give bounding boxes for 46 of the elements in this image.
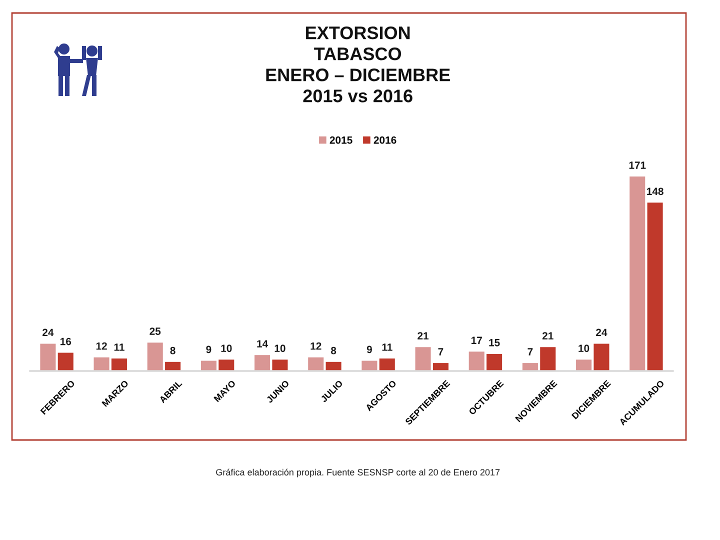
legend-label: 2015 bbox=[330, 136, 352, 144]
bar bbox=[576, 360, 592, 371]
data-label: 10 bbox=[578, 344, 590, 352]
bar bbox=[40, 344, 56, 371]
data-label: 8 bbox=[170, 346, 176, 354]
bar bbox=[147, 342, 163, 371]
data-label: 8 bbox=[330, 346, 336, 354]
data-label: 24 bbox=[42, 328, 54, 336]
data-label: 7 bbox=[438, 348, 444, 356]
data-label: 148 bbox=[647, 188, 664, 196]
data-label: 14 bbox=[257, 340, 268, 348]
data-label: 11 bbox=[114, 344, 124, 351]
data-label: 21 bbox=[418, 332, 429, 340]
legend-label: 2016 bbox=[374, 136, 396, 144]
data-label: 17 bbox=[471, 336, 482, 344]
data-label: 11 bbox=[382, 344, 392, 351]
bar bbox=[94, 357, 110, 371]
bar bbox=[647, 202, 663, 371]
data-label: 10 bbox=[274, 344, 286, 352]
bar bbox=[594, 344, 610, 371]
bar bbox=[630, 176, 646, 371]
data-label: 15 bbox=[489, 339, 500, 346]
data-label: 12 bbox=[310, 342, 322, 350]
data-label: 12 bbox=[96, 342, 107, 350]
data-label: 24 bbox=[596, 328, 608, 336]
data-label: 7 bbox=[528, 348, 533, 356]
data-label: 9 bbox=[206, 346, 212, 354]
data-label: 21 bbox=[542, 332, 554, 340]
data-label: 25 bbox=[150, 328, 161, 335]
bar bbox=[58, 352, 74, 371]
bar bbox=[272, 360, 288, 371]
bar bbox=[468, 352, 484, 371]
bar bbox=[415, 347, 431, 371]
bar bbox=[111, 358, 127, 371]
bar bbox=[379, 358, 395, 371]
data-label: 16 bbox=[60, 338, 72, 346]
bar bbox=[218, 360, 234, 371]
bar bbox=[486, 354, 502, 371]
text: Gráfica elaboración propia. Fuente SESNSP corte al 20 de Enero 2017 bbox=[216, 468, 500, 478]
bar bbox=[540, 347, 556, 371]
data-label: 9 bbox=[366, 346, 372, 354]
chart-title: EXTORSION TABASCO ENERO – DICIEMBRE 2015 vs 2016 bbox=[266, 26, 450, 102]
data-label: 171 bbox=[629, 162, 646, 169]
bar bbox=[254, 355, 270, 371]
bar bbox=[308, 357, 324, 371]
data-label: 10 bbox=[221, 344, 232, 352]
